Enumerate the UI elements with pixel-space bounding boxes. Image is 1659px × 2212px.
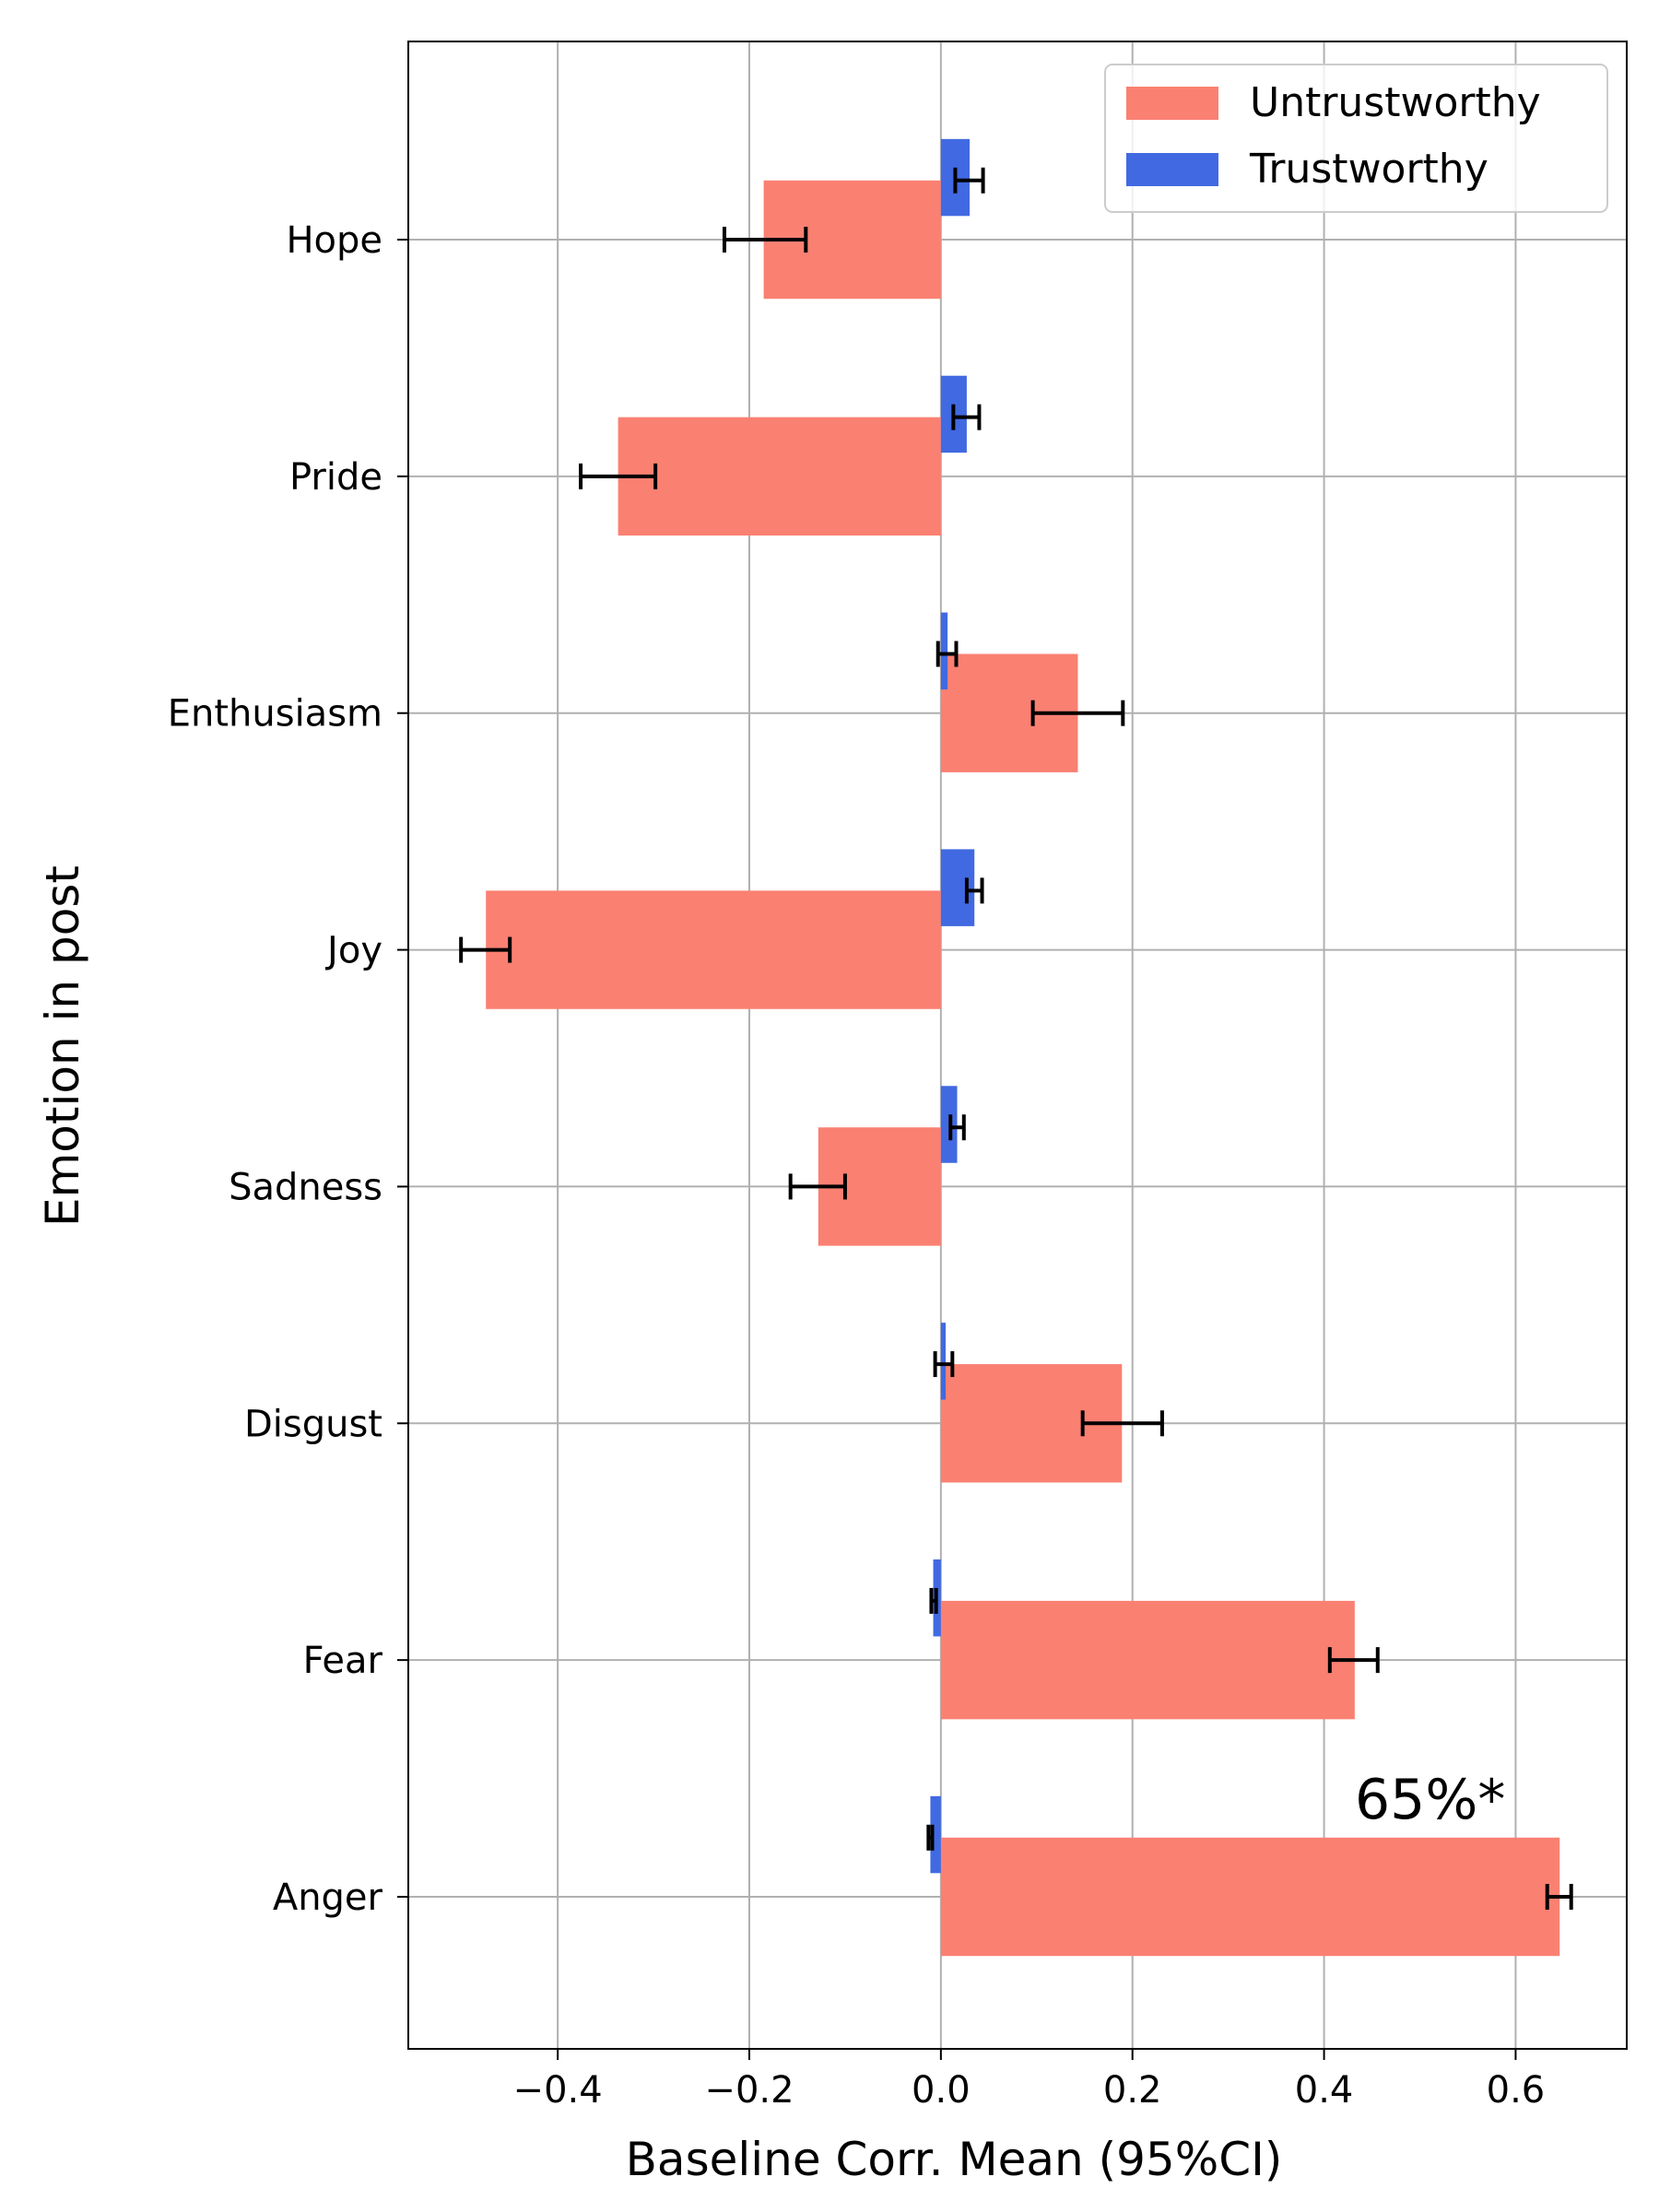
y-tick-label-joy: Joy (324, 930, 382, 972)
error-bar-untrustworthy-disgust (1080, 1410, 1164, 1437)
error-bar-trustworthy-disgust (933, 1351, 955, 1378)
error-bar-untrustworthy-anger (1545, 1884, 1573, 1910)
error-bar-untrustworthy-joy (459, 936, 512, 963)
error-bar-trustworthy-sadness (948, 1114, 966, 1141)
x-tick-label: −0.4 (513, 2069, 603, 2112)
error-bar-untrustworthy-enthusiasm (1030, 700, 1125, 726)
x-axis-title: Baseline Corr. Mean (95%CI) (626, 2133, 1283, 2186)
error-bar-untrustworthy-hope (722, 227, 808, 253)
x-tick-label: 0.2 (1103, 2069, 1162, 2112)
bar-untrustworthy-anger (940, 1837, 1560, 1957)
bar-untrustworthy-fear (940, 1600, 1355, 1720)
y-tick-label-disgust: Disgust (244, 1403, 382, 1445)
legend-swatch-trustworthy (1126, 153, 1218, 186)
error-bar-untrustworthy-fear (1327, 1647, 1380, 1674)
x-tick-label: 0.0 (912, 2069, 971, 2112)
error-bar-trustworthy-anger (926, 1824, 935, 1851)
bar-trustworthy-anger (930, 1795, 941, 1874)
x-tick-label: 0.6 (1487, 2069, 1546, 2112)
bar-untrustworthy-pride (618, 417, 941, 536)
bar-trustworthy-enthusiasm (940, 612, 948, 690)
legend-label-trustworthy: Trustworthy (1249, 146, 1488, 193)
y-tick-label-fear: Fear (303, 1640, 383, 1682)
error-bar-untrustworthy-pride (579, 463, 658, 489)
y-tick-label-hope: Hope (286, 219, 382, 262)
tick-layer: −0.4 −0.2 0.0 0.2 0.4 0.6 Hope Pride Enthusiasm J… (168, 219, 1546, 2112)
error-bar-layer (459, 167, 1573, 1910)
bar-layer (486, 138, 1560, 1957)
error-bar-trustworthy-enthusiasm (935, 641, 959, 667)
grid-layer (408, 41, 1627, 2049)
anger-annotation: 65%* (1355, 1768, 1505, 1832)
legend-label-untrustworthy: Untrustworthy (1250, 79, 1541, 126)
bar-trustworthy-joy (940, 849, 975, 926)
error-bar-trustworthy-pride (951, 404, 982, 430)
x-tick-label: 0.4 (1295, 2069, 1354, 2112)
bar-trustworthy-disgust (940, 1323, 947, 1400)
legend: Untrustworthy Trustworthy (1104, 64, 1608, 213)
error-bar-trustworthy-joy (964, 877, 984, 904)
y-tick-label-enthusiasm: Enthusiasm (168, 693, 382, 735)
y-tick-label-pride: Pride (289, 456, 382, 499)
plot-frame (407, 41, 1628, 2050)
y-tick-label-anger: Anger (273, 1877, 383, 1919)
error-bar-trustworthy-fear (929, 1587, 938, 1614)
error-bar-untrustworthy-sadness (788, 1173, 847, 1200)
x-tick-label: −0.2 (704, 2069, 794, 2112)
error-bar-trustworthy-hope (953, 167, 985, 194)
legend-box (1104, 64, 1608, 213)
y-tick-label-sadness: Sadness (229, 1166, 382, 1208)
y-axis-title: Emotion in post (36, 865, 89, 1227)
bar-untrustworthy-joy (486, 890, 941, 1009)
legend-swatch-untrustworthy (1126, 87, 1218, 120)
